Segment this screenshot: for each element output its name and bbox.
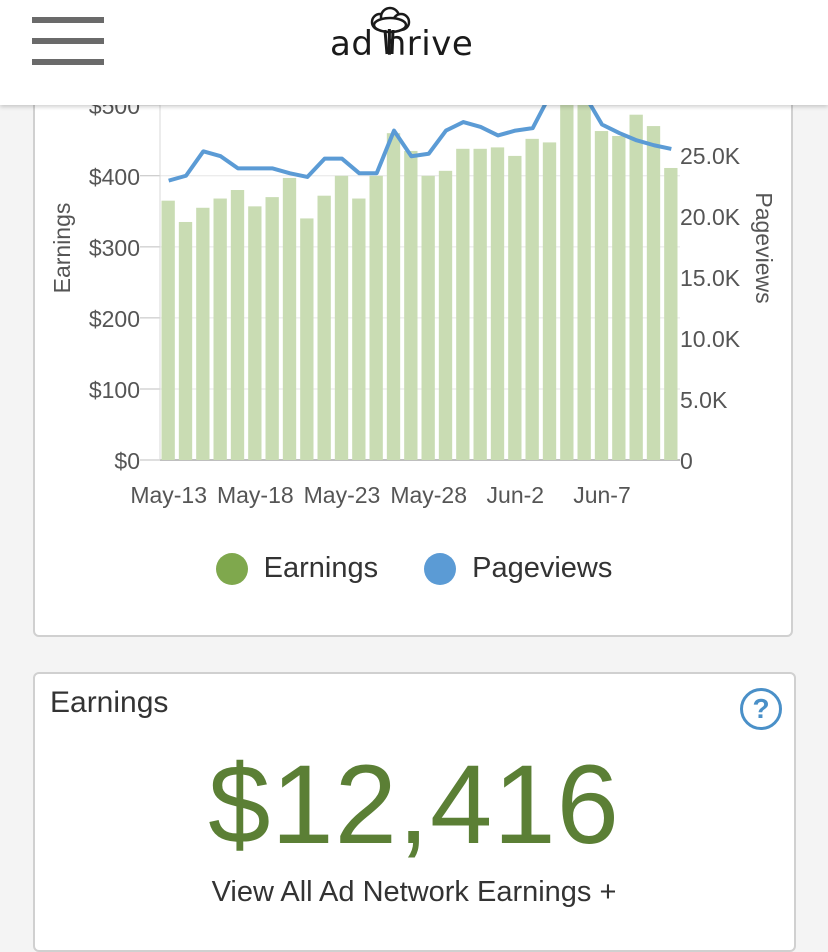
pageviews-legend-dot <box>424 552 457 585</box>
y-left-tick-label: $100 <box>89 377 140 403</box>
y-right-tick-label: 15.0K <box>680 265 741 291</box>
legend-item-pageviews[interactable]: Pageviews <box>424 552 612 585</box>
x-tick-label: May-28 <box>390 482 467 508</box>
y-left-tick-label: $300 <box>89 235 140 261</box>
hamburger-menu-icon[interactable] <box>32 17 104 69</box>
earnings-bar <box>646 126 661 460</box>
earnings-bar <box>542 142 557 460</box>
y-left-axis-title: Earnings <box>49 203 75 294</box>
legend-item-earnings[interactable]: Earnings <box>215 552 379 585</box>
earnings-bar <box>178 221 193 460</box>
y-left-tick-label: $0 <box>114 448 140 474</box>
earnings-legend-dot <box>215 552 248 585</box>
legend-label-earnings: Earnings <box>263 552 379 584</box>
legend-label-pageviews: Pageviews <box>472 552 613 584</box>
x-tick-label: May-18 <box>217 482 294 508</box>
earnings-pageviews-chart: $0$100$200$300$400$50005.0K10.0K15.0K20.… <box>49 93 777 508</box>
help-icon[interactable]: ? <box>740 688 782 730</box>
adthrive-logo[interactable]: ad hrive <box>330 6 474 64</box>
earnings-bar <box>352 198 366 460</box>
earnings-bar <box>421 175 435 461</box>
earnings-bar <box>317 195 331 460</box>
earnings-bar <box>525 138 539 460</box>
y-right-tick-label: 0 <box>680 448 693 474</box>
view-all-earnings-link[interactable]: View All Ad Network Earnings + <box>211 876 617 908</box>
earnings-bar <box>473 148 487 460</box>
earnings-bar <box>560 104 574 460</box>
earnings-bar <box>300 218 314 460</box>
y-right-tick-label: 25.0K <box>680 143 741 169</box>
app-header: ad hrive <box>0 0 828 105</box>
logo-text: ad hrive <box>330 24 474 64</box>
earnings-bar <box>213 198 227 460</box>
earnings-card <box>33 672 796 952</box>
earnings-bar <box>196 207 210 460</box>
earnings-bar <box>438 170 453 460</box>
earnings-bar <box>334 175 349 461</box>
y-right-tick-label: 10.0K <box>680 326 741 352</box>
chart-legend: Earnings Pageviews <box>0 552 828 585</box>
earnings-bar <box>629 114 643 461</box>
y-right-axis-title: Pageviews <box>751 192 777 303</box>
earnings-bar <box>404 150 418 460</box>
y-left-tick-label: $200 <box>89 306 140 332</box>
y-right-tick-label: 5.0K <box>680 387 728 413</box>
y-left-tick-label: $400 <box>89 164 140 190</box>
earnings-bar <box>664 167 678 460</box>
earnings-bar <box>386 133 401 461</box>
earnings-bar <box>265 197 279 461</box>
earnings-bar <box>456 148 470 460</box>
earnings-bar <box>282 177 297 460</box>
earnings-bar <box>490 147 505 460</box>
earnings-bar <box>230 190 245 460</box>
y-right-tick-label: 20.0K <box>680 204 741 230</box>
earnings-bar <box>161 200 175 461</box>
x-tick-label: May-23 <box>304 482 381 508</box>
x-tick-label: Jun-7 <box>573 482 631 508</box>
earnings-amount: $12,416 <box>208 742 620 867</box>
earnings-bar <box>594 131 609 460</box>
x-tick-label: Jun-2 <box>487 482 545 508</box>
earnings-bar <box>369 175 383 461</box>
earnings-card-title: Earnings <box>50 686 169 719</box>
earnings-bar <box>612 136 626 460</box>
x-tick-label: May-13 <box>130 482 207 508</box>
tree-icon <box>370 6 411 55</box>
earnings-bar <box>248 206 262 460</box>
earnings-bar <box>508 155 522 460</box>
earnings-bar <box>577 104 591 460</box>
